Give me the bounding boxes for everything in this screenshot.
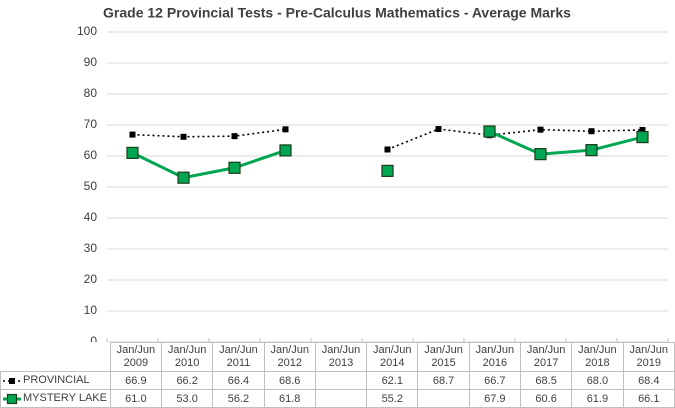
- table-value: 55.2: [366, 389, 419, 408]
- plot: Grade 12 Provincial Tests - Pre-Calculus…: [77, 5, 669, 348]
- table-value: 62.1: [366, 371, 419, 390]
- table-value: 68.6: [263, 371, 316, 390]
- table-value: 66.4: [212, 371, 265, 390]
- y-tick-label: 0: [90, 334, 97, 342]
- x-tick-label: Jan/Jun 2016: [468, 342, 521, 372]
- x-tick-label: Jan/Jun 2014: [366, 342, 419, 372]
- y-tick-label: 10: [84, 303, 98, 317]
- table-value: 66.2: [161, 371, 214, 390]
- y-tick-label: 30: [84, 241, 98, 255]
- table-value: 66.1: [622, 389, 675, 408]
- legend-entry: PROVINCIAL: [0, 371, 111, 390]
- y-tick-label: 100: [77, 24, 97, 38]
- table-corner: [0, 342, 111, 372]
- table-value: 68.7: [417, 371, 470, 390]
- y-tick-label: 70: [84, 117, 98, 131]
- line: [131, 149, 286, 180]
- marker: [228, 161, 241, 174]
- y-tick-label: 20: [84, 272, 98, 286]
- x-tick-label: Jan/Jun 2010: [161, 342, 214, 372]
- table-value: [314, 371, 368, 390]
- legend-label: PROVINCIAL: [23, 374, 90, 387]
- marker: [636, 130, 649, 144]
- x-tick-label: Jan/Jun 2017: [519, 342, 573, 372]
- series: [129, 126, 646, 153]
- table-value: 66.7: [468, 371, 521, 390]
- chart-title: Grade 12 Provincial Tests - Pre-Calculus…: [103, 5, 571, 21]
- marker: [588, 128, 595, 135]
- table-value: 53.0: [161, 389, 214, 408]
- table-value: 56.2: [212, 389, 265, 408]
- marker: [129, 131, 136, 138]
- legend-swatch: [3, 393, 21, 404]
- marker: [537, 126, 544, 133]
- marker: [180, 133, 187, 140]
- table-value: 68.4: [622, 371, 675, 390]
- legend-label: MYSTERY LAKE: [23, 392, 107, 405]
- data-table: Jan/Jun 2009 Jan/Jun 2010 Jan/Jun 2011 Jan/…: [0, 342, 675, 408]
- marker: [585, 144, 598, 157]
- line: [488, 130, 643, 156]
- marker: [6, 393, 18, 404]
- table-value: 68.0: [571, 371, 624, 390]
- x-tick-label: Jan/Jun 2015: [417, 342, 470, 372]
- y-tick-label: 80: [84, 86, 98, 100]
- line: [387, 128, 643, 151]
- x-tick-label: Jan/Jun 2013: [314, 342, 368, 372]
- table-value: 66.9: [109, 371, 163, 390]
- legend-entry: MYSTERY LAKE: [0, 389, 111, 408]
- table-value: [417, 389, 470, 408]
- marker: [381, 164, 394, 177]
- marker: [177, 171, 190, 184]
- line: [132, 128, 286, 138]
- x-tick-label: Jan/Jun 2009: [109, 342, 163, 372]
- y-tick-label: 90: [84, 55, 98, 69]
- marker: [126, 146, 139, 159]
- marker: [282, 126, 289, 133]
- marker: [435, 126, 442, 133]
- table-value: 61.8: [263, 389, 316, 408]
- marker: [483, 125, 496, 138]
- table-value: 61.9: [571, 389, 624, 408]
- x-tick-label: Jan/Jun 2018: [571, 342, 624, 372]
- table-value: 61.0: [109, 389, 163, 408]
- series: [126, 125, 649, 184]
- x-tick-label: Jan/Jun 2019: [622, 342, 675, 372]
- marker: [384, 146, 391, 153]
- marker: [231, 133, 238, 140]
- y-tick-label: 40: [84, 210, 98, 224]
- y-tick-label: 60: [84, 148, 98, 162]
- marker: [279, 144, 292, 157]
- table-value: 60.6: [519, 389, 573, 408]
- legend-swatch: [3, 377, 21, 384]
- y-tick-label: 50: [84, 179, 98, 193]
- marker: [9, 377, 15, 384]
- x-tick-label: Jan/Jun 2011: [212, 342, 265, 372]
- x-tick-label: Jan/Jun 2012: [263, 342, 316, 372]
- table-value: 68.5: [519, 371, 573, 390]
- table-value: [314, 389, 368, 408]
- table-value: 67.9: [468, 389, 521, 408]
- marker: [534, 148, 547, 161]
